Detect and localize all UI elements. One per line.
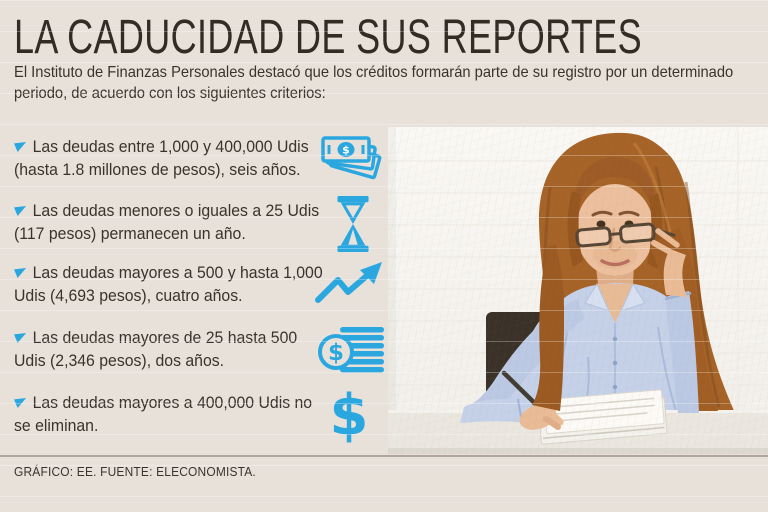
list-item-line: Las deudas mayores a 500 y hasta 1,000 bbox=[14, 261, 330, 284]
list-item-line: Las deudas entre 1,000 y 400,000 Udis bbox=[14, 135, 330, 158]
list-item-text: Las deudas mayores a 400,000 Udis no bbox=[32, 393, 313, 412]
svg-text:$: $ bbox=[342, 144, 350, 157]
list-item: Las deudas mayores de 25 hasta 500 Udis … bbox=[14, 326, 330, 372]
page-subtitle: El Instituto de Finanzas Personales dest… bbox=[14, 64, 734, 102]
list-item: Las deudas menores o iguales a 25 Udis (… bbox=[14, 199, 330, 245]
page-title: LA CADUCIDAD DE SUS REPORTES bbox=[14, 11, 642, 64]
list-item: Las deudas entre 1,000 y 400,000 Udis (h… bbox=[14, 135, 330, 181]
list-item-text: Las deudas menores o iguales a 25 Udis bbox=[32, 201, 320, 220]
list-item: Las deudas mayores a 400,000 Udis no se … bbox=[14, 391, 330, 437]
bullet-triangle-icon bbox=[14, 333, 27, 343]
list-item-text: Las deudas mayores a 500 y hasta 1,000 bbox=[32, 263, 323, 282]
criteria-list: Las deudas entre 1,000 y 400,000 Udis (h… bbox=[0, 127, 388, 455]
trend-up-arrow-icon bbox=[314, 260, 386, 317]
svg-text:$: $ bbox=[328, 340, 344, 366]
list-item: Las deudas mayores a 500 y hasta 1,000 U… bbox=[14, 261, 330, 307]
banknotes-icon: $ bbox=[320, 134, 386, 191]
coins-stack-icon: $ bbox=[318, 324, 386, 383]
list-item-text: Las deudas mayores de 25 hasta 500 bbox=[32, 328, 298, 347]
list-item-line: Udis (2,346 pesos), dos años. bbox=[14, 351, 225, 370]
bullet-triangle-icon bbox=[14, 206, 27, 216]
footer-divider bbox=[0, 455, 768, 457]
list-item-line: Udis (4,693 pesos), cuatro años. bbox=[14, 286, 243, 305]
bullet-triangle-icon bbox=[14, 398, 27, 408]
hourglass-icon bbox=[334, 196, 372, 257]
svg-text:$: $ bbox=[330, 383, 369, 448]
bullet-triangle-icon bbox=[14, 142, 27, 152]
list-item-line: Las deudas menores o iguales a 25 Udis bbox=[14, 199, 330, 222]
list-item-text: Las deudas entre 1,000 y 400,000 Udis bbox=[32, 137, 309, 156]
list-item-line: Las deudas mayores de 25 hasta 500 bbox=[14, 326, 330, 349]
bullet-triangle-icon bbox=[14, 268, 27, 278]
list-item-line: se eliminan. bbox=[14, 416, 99, 435]
list-item-line: (117 pesos) permanecen un año. bbox=[14, 224, 246, 243]
photo-woman-writing bbox=[388, 127, 768, 454]
list-item-line: (hasta 1.8 millones de pesos), seis años… bbox=[14, 160, 301, 179]
dollar-sign-icon: $ bbox=[326, 382, 372, 453]
list-item-line: Las deudas mayores a 400,000 Udis no bbox=[14, 391, 330, 414]
credit-line: GRÁFICO: EE. FUENTE: ELECONOMISTA. bbox=[14, 464, 256, 479]
